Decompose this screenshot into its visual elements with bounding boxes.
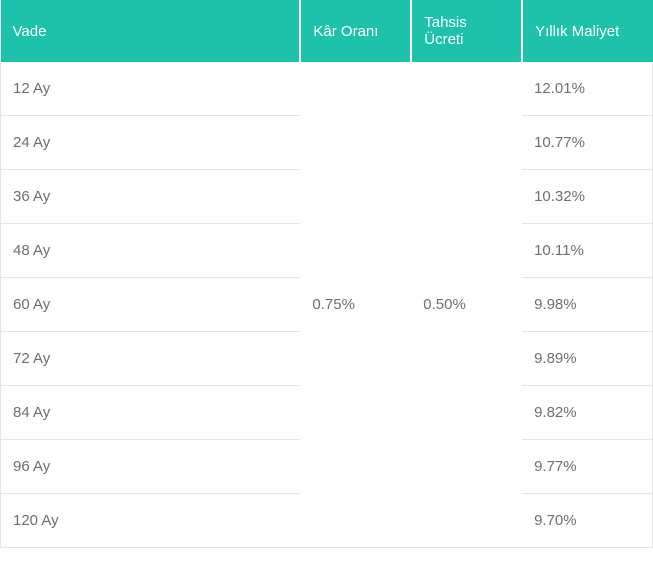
cell-yillik-maliyet: 10.32% [522,170,652,224]
cell-yillik-maliyet: 10.11% [522,224,652,278]
cell-yillik-maliyet: 9.98% [522,278,652,332]
cell-kar-orani-merged: 0.75% [300,62,411,548]
cell-vade: 120 Ay [1,494,301,548]
cell-vade: 48 Ay [1,224,301,278]
cell-yillik-maliyet: 10.77% [522,116,652,170]
cell-vade: 84 Ay [1,386,301,440]
cell-vade: 36 Ay [1,170,301,224]
cell-yillik-maliyet: 9.82% [522,386,652,440]
cell-vade: 24 Ay [1,116,301,170]
cell-yillik-maliyet: 9.89% [522,332,652,386]
col-header-yillik-maliyet: Yıllık Maliyet [522,0,652,62]
table-row: 12 Ay 0.75% 0.50% 12.01% [1,62,653,116]
cell-vade: 60 Ay [1,278,301,332]
cell-vade: 72 Ay [1,332,301,386]
col-header-tahsis-ucreti: Tahsis Ücreti [411,0,522,62]
rates-table: Vade Kâr Oranı Tahsis Ücreti Yıllık Mali… [0,0,653,548]
cell-yillik-maliyet: 9.77% [522,440,652,494]
cell-vade: 12 Ay [1,62,301,116]
cell-yillik-maliyet: 12.01% [522,62,652,116]
cell-tahsis-ucreti-merged: 0.50% [411,62,522,548]
col-header-kar-orani: Kâr Oranı [300,0,411,62]
col-header-vade: Vade [1,0,301,62]
cell-vade: 96 Ay [1,440,301,494]
table-header-row: Vade Kâr Oranı Tahsis Ücreti Yıllık Mali… [1,0,653,62]
cell-yillik-maliyet: 9.70% [522,494,652,548]
